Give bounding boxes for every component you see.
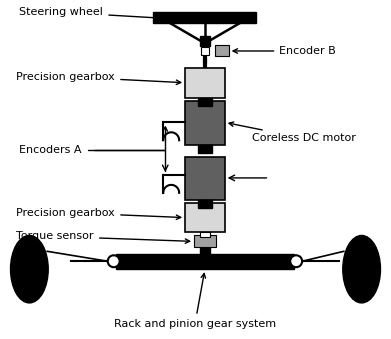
Bar bbox=[185, 157, 225, 200]
Bar bbox=[185, 68, 225, 98]
Text: Rack and pinion gear system: Rack and pinion gear system bbox=[114, 274, 276, 329]
Ellipse shape bbox=[343, 236, 380, 303]
Bar bbox=[153, 12, 256, 23]
Text: Coreless DC motor: Coreless DC motor bbox=[229, 122, 355, 143]
Bar bbox=[185, 203, 225, 233]
Bar bbox=[200, 36, 210, 46]
Text: Precision gearbox: Precision gearbox bbox=[16, 208, 181, 219]
Text: Precision gearbox: Precision gearbox bbox=[16, 72, 181, 84]
Bar bbox=[201, 47, 209, 55]
Bar bbox=[200, 233, 210, 237]
Bar bbox=[194, 236, 216, 247]
Text: Encoder B: Encoder B bbox=[233, 46, 336, 56]
Bar bbox=[185, 101, 225, 145]
Circle shape bbox=[108, 255, 120, 267]
Text: Steering wheel: Steering wheel bbox=[20, 7, 159, 20]
Bar bbox=[198, 200, 212, 208]
Bar bbox=[198, 98, 212, 105]
Bar bbox=[116, 254, 294, 269]
Bar bbox=[200, 247, 210, 254]
Ellipse shape bbox=[11, 236, 48, 303]
Bar bbox=[198, 145, 212, 153]
Text: Torque sensor: Torque sensor bbox=[16, 232, 190, 243]
Bar bbox=[215, 45, 229, 56]
Text: Encoders A: Encoders A bbox=[20, 127, 167, 155]
Circle shape bbox=[290, 255, 302, 267]
